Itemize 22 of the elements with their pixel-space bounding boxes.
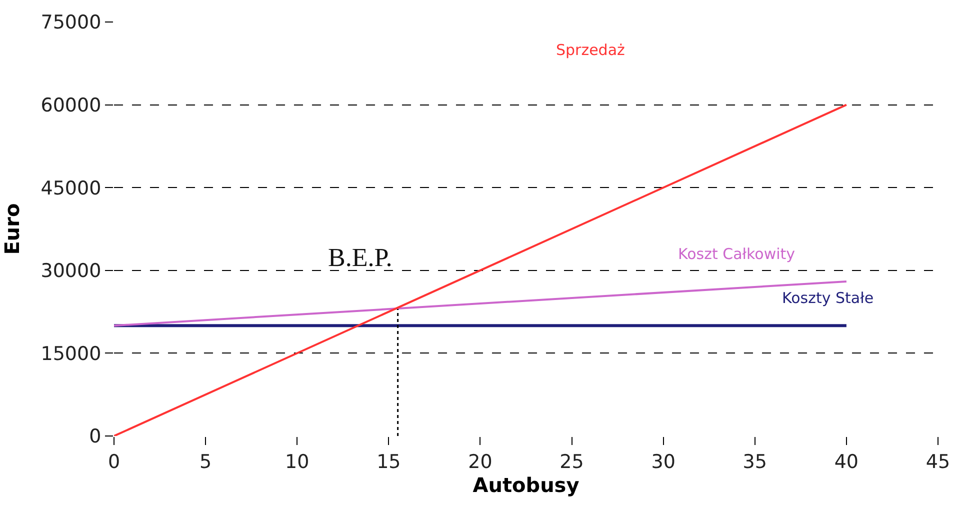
- series-label: Koszt Całkowity: [678, 245, 796, 263]
- x-tick-label: 35: [742, 450, 767, 473]
- x-tick-label: 10: [285, 450, 310, 473]
- x-tick-label: 0: [108, 450, 120, 473]
- x-tick-label: 5: [200, 450, 212, 473]
- x-axis-title: Autobusy: [472, 472, 580, 497]
- x-tick-label: 40: [834, 450, 859, 473]
- x-tick-label: 15: [376, 450, 401, 473]
- text: Sprzedaż: [556, 41, 626, 59]
- y-tick-label: 45000: [40, 177, 102, 200]
- y-tick-label: 60000: [40, 94, 102, 116]
- series-label: Koszty Stałe: [782, 289, 874, 307]
- x-tick-label: 25: [560, 450, 584, 473]
- x-tick-label: 20: [468, 450, 492, 473]
- y-axis-title: Euro: [0, 203, 24, 255]
- y-tick-label: 0: [89, 426, 102, 448]
- annotation: B.E.P.: [328, 243, 392, 272]
- x-tick-label: 30: [651, 450, 676, 473]
- x-tick-label: 45: [926, 450, 950, 473]
- y-tick-label: 30000: [40, 260, 102, 282]
- y-tick-label: 75000: [40, 12, 102, 34]
- y-tick-label: 15000: [40, 342, 102, 365]
